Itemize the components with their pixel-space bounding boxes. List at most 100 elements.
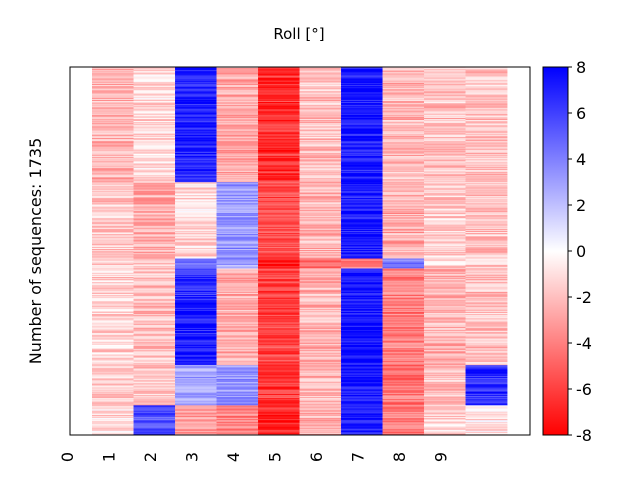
heatmap-cell [341, 267, 383, 269]
heatmap-cell [341, 264, 383, 267]
heatmap-cell [424, 180, 466, 182]
heatmap-cell [258, 204, 300, 206]
heatmap-cell [299, 141, 342, 143]
heatmap-cell [258, 139, 300, 141]
heatmap-cell [133, 246, 176, 249]
heatmap-cell [465, 207, 508, 210]
heatmap-cell [133, 271, 176, 274]
heatmap-cell [382, 279, 425, 281]
heatmap-cell [299, 279, 342, 281]
heatmap-cell [92, 108, 134, 110]
heatmap-cell [382, 149, 425, 152]
heatmap-cell [216, 232, 259, 234]
heatmap-cell [299, 298, 342, 300]
heatmap-cell [92, 191, 134, 194]
heatmap-cell [216, 382, 259, 384]
heatmap-cell [216, 416, 259, 419]
heatmap-cell [216, 374, 259, 377]
heatmap-cell [341, 190, 383, 193]
heatmap-cell [92, 389, 134, 392]
heatmap-cell [465, 313, 508, 315]
heatmap-cell [465, 77, 508, 80]
heatmap-cell [341, 227, 383, 230]
heatmap-cell [175, 423, 217, 425]
heatmap-cell [424, 387, 466, 389]
heatmap-cell [92, 429, 134, 432]
heatmap-cell [341, 302, 383, 304]
heatmap-cell [216, 389, 259, 392]
heatmap-cell [341, 289, 383, 292]
heatmap-cell [258, 305, 300, 308]
heatmap-cell [92, 185, 134, 187]
heatmap-cell [299, 328, 342, 331]
heatmap-cell [299, 263, 342, 266]
heatmap-cell [299, 362, 342, 365]
heatmap-cell [424, 79, 466, 82]
heatmap-cell [382, 356, 425, 358]
heatmap-cell [175, 186, 217, 188]
heatmap-cell [424, 322, 466, 325]
heatmap-cell [424, 394, 466, 397]
heatmap-cell [92, 197, 134, 199]
heatmap-cell [382, 158, 425, 160]
heatmap-cell [216, 322, 259, 325]
heatmap-cell [341, 403, 383, 405]
heatmap-cell [341, 82, 383, 85]
heatmap-cell [382, 254, 425, 256]
heatmap-cell [133, 330, 176, 332]
heatmap-cell [216, 319, 259, 321]
heatmap-cell [341, 394, 383, 397]
heatmap-cell [216, 149, 259, 152]
heatmap-cell [424, 153, 466, 156]
heatmap-cell [216, 219, 259, 221]
heatmap-cell [382, 322, 425, 325]
heatmap-cell [216, 226, 259, 229]
heatmap-cell [299, 203, 342, 205]
heatmap-cell [92, 67, 134, 69]
heatmap-cell [175, 425, 217, 427]
heatmap-cell [424, 177, 466, 179]
heatmap-cell [133, 168, 176, 171]
heatmap-cell [92, 331, 134, 333]
heatmap-cell [133, 355, 176, 357]
heatmap-cell [133, 80, 176, 83]
heatmap-cell [133, 87, 176, 89]
heatmap-cell [92, 217, 134, 219]
heatmap-cell [465, 421, 508, 423]
heatmap-cell [175, 381, 217, 383]
heatmap-cell [341, 149, 383, 152]
heatmap-cell [424, 247, 466, 250]
heatmap-cell [258, 289, 300, 292]
heatmap-cell [258, 322, 300, 325]
heatmap-cell [299, 374, 342, 377]
heatmap-cell [424, 134, 466, 137]
heatmap-cell [258, 384, 300, 386]
heatmap-cell [175, 243, 217, 246]
heatmap-cell [299, 113, 342, 116]
heatmap-cell [216, 195, 259, 198]
heatmap-cell [216, 83, 259, 86]
heatmap-cell [133, 224, 176, 227]
heatmap-cell [424, 227, 466, 230]
heatmap-cell [216, 107, 259, 109]
heatmap-cell [382, 145, 425, 147]
heatmap-cell [465, 118, 508, 121]
heatmap-cell [175, 247, 217, 250]
heatmap-cell [92, 385, 134, 387]
heatmap-cell [341, 291, 383, 294]
heatmap-cell [382, 147, 425, 150]
heatmap-cell [258, 337, 300, 339]
heatmap-cell [258, 386, 300, 388]
heatmap-cell [175, 221, 217, 223]
heatmap-cell [382, 402, 425, 404]
heatmap-cell [133, 161, 176, 163]
heatmap-cell [341, 361, 383, 364]
heatmap-cell [341, 164, 383, 167]
heatmap-cell [424, 345, 466, 348]
heatmap-cell [216, 399, 259, 401]
heatmap-cell [341, 79, 383, 82]
heatmap-cell [465, 318, 508, 320]
heatmap-cell [382, 203, 425, 205]
heatmap-cell [424, 278, 466, 280]
heatmap-cell [424, 338, 466, 340]
